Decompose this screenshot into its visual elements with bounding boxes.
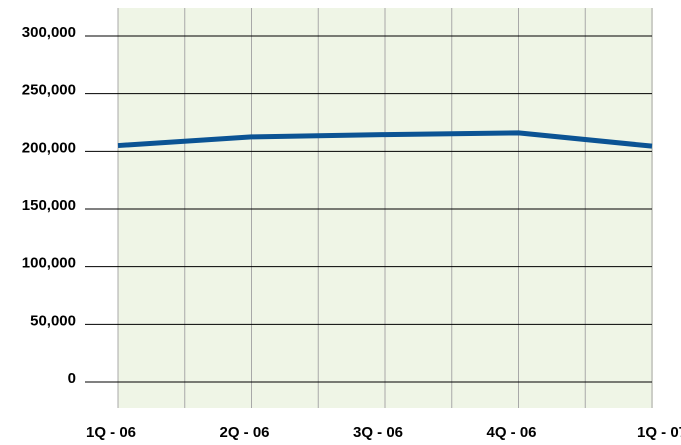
y-tick-label: 0 [68,370,76,387]
y-tick-label: 300,000 [22,24,76,41]
y-tick-label: 100,000 [22,255,76,272]
x-tick-label: 3Q - 06 [353,424,403,441]
x-tick-label: 4Q - 06 [486,424,536,441]
data-line [117,130,653,149]
x-tick-label: 2Q - 06 [219,424,269,441]
y-tick-label: 150,000 [22,197,76,214]
y-tick-label: 50,000 [30,312,76,329]
y-tick-label: 250,000 [22,82,76,99]
x-tick-label: 1Q - 06 [86,424,136,441]
y-tick-label: 200,000 [22,139,76,156]
x-tick-label: 1Q - 07 [637,424,681,441]
